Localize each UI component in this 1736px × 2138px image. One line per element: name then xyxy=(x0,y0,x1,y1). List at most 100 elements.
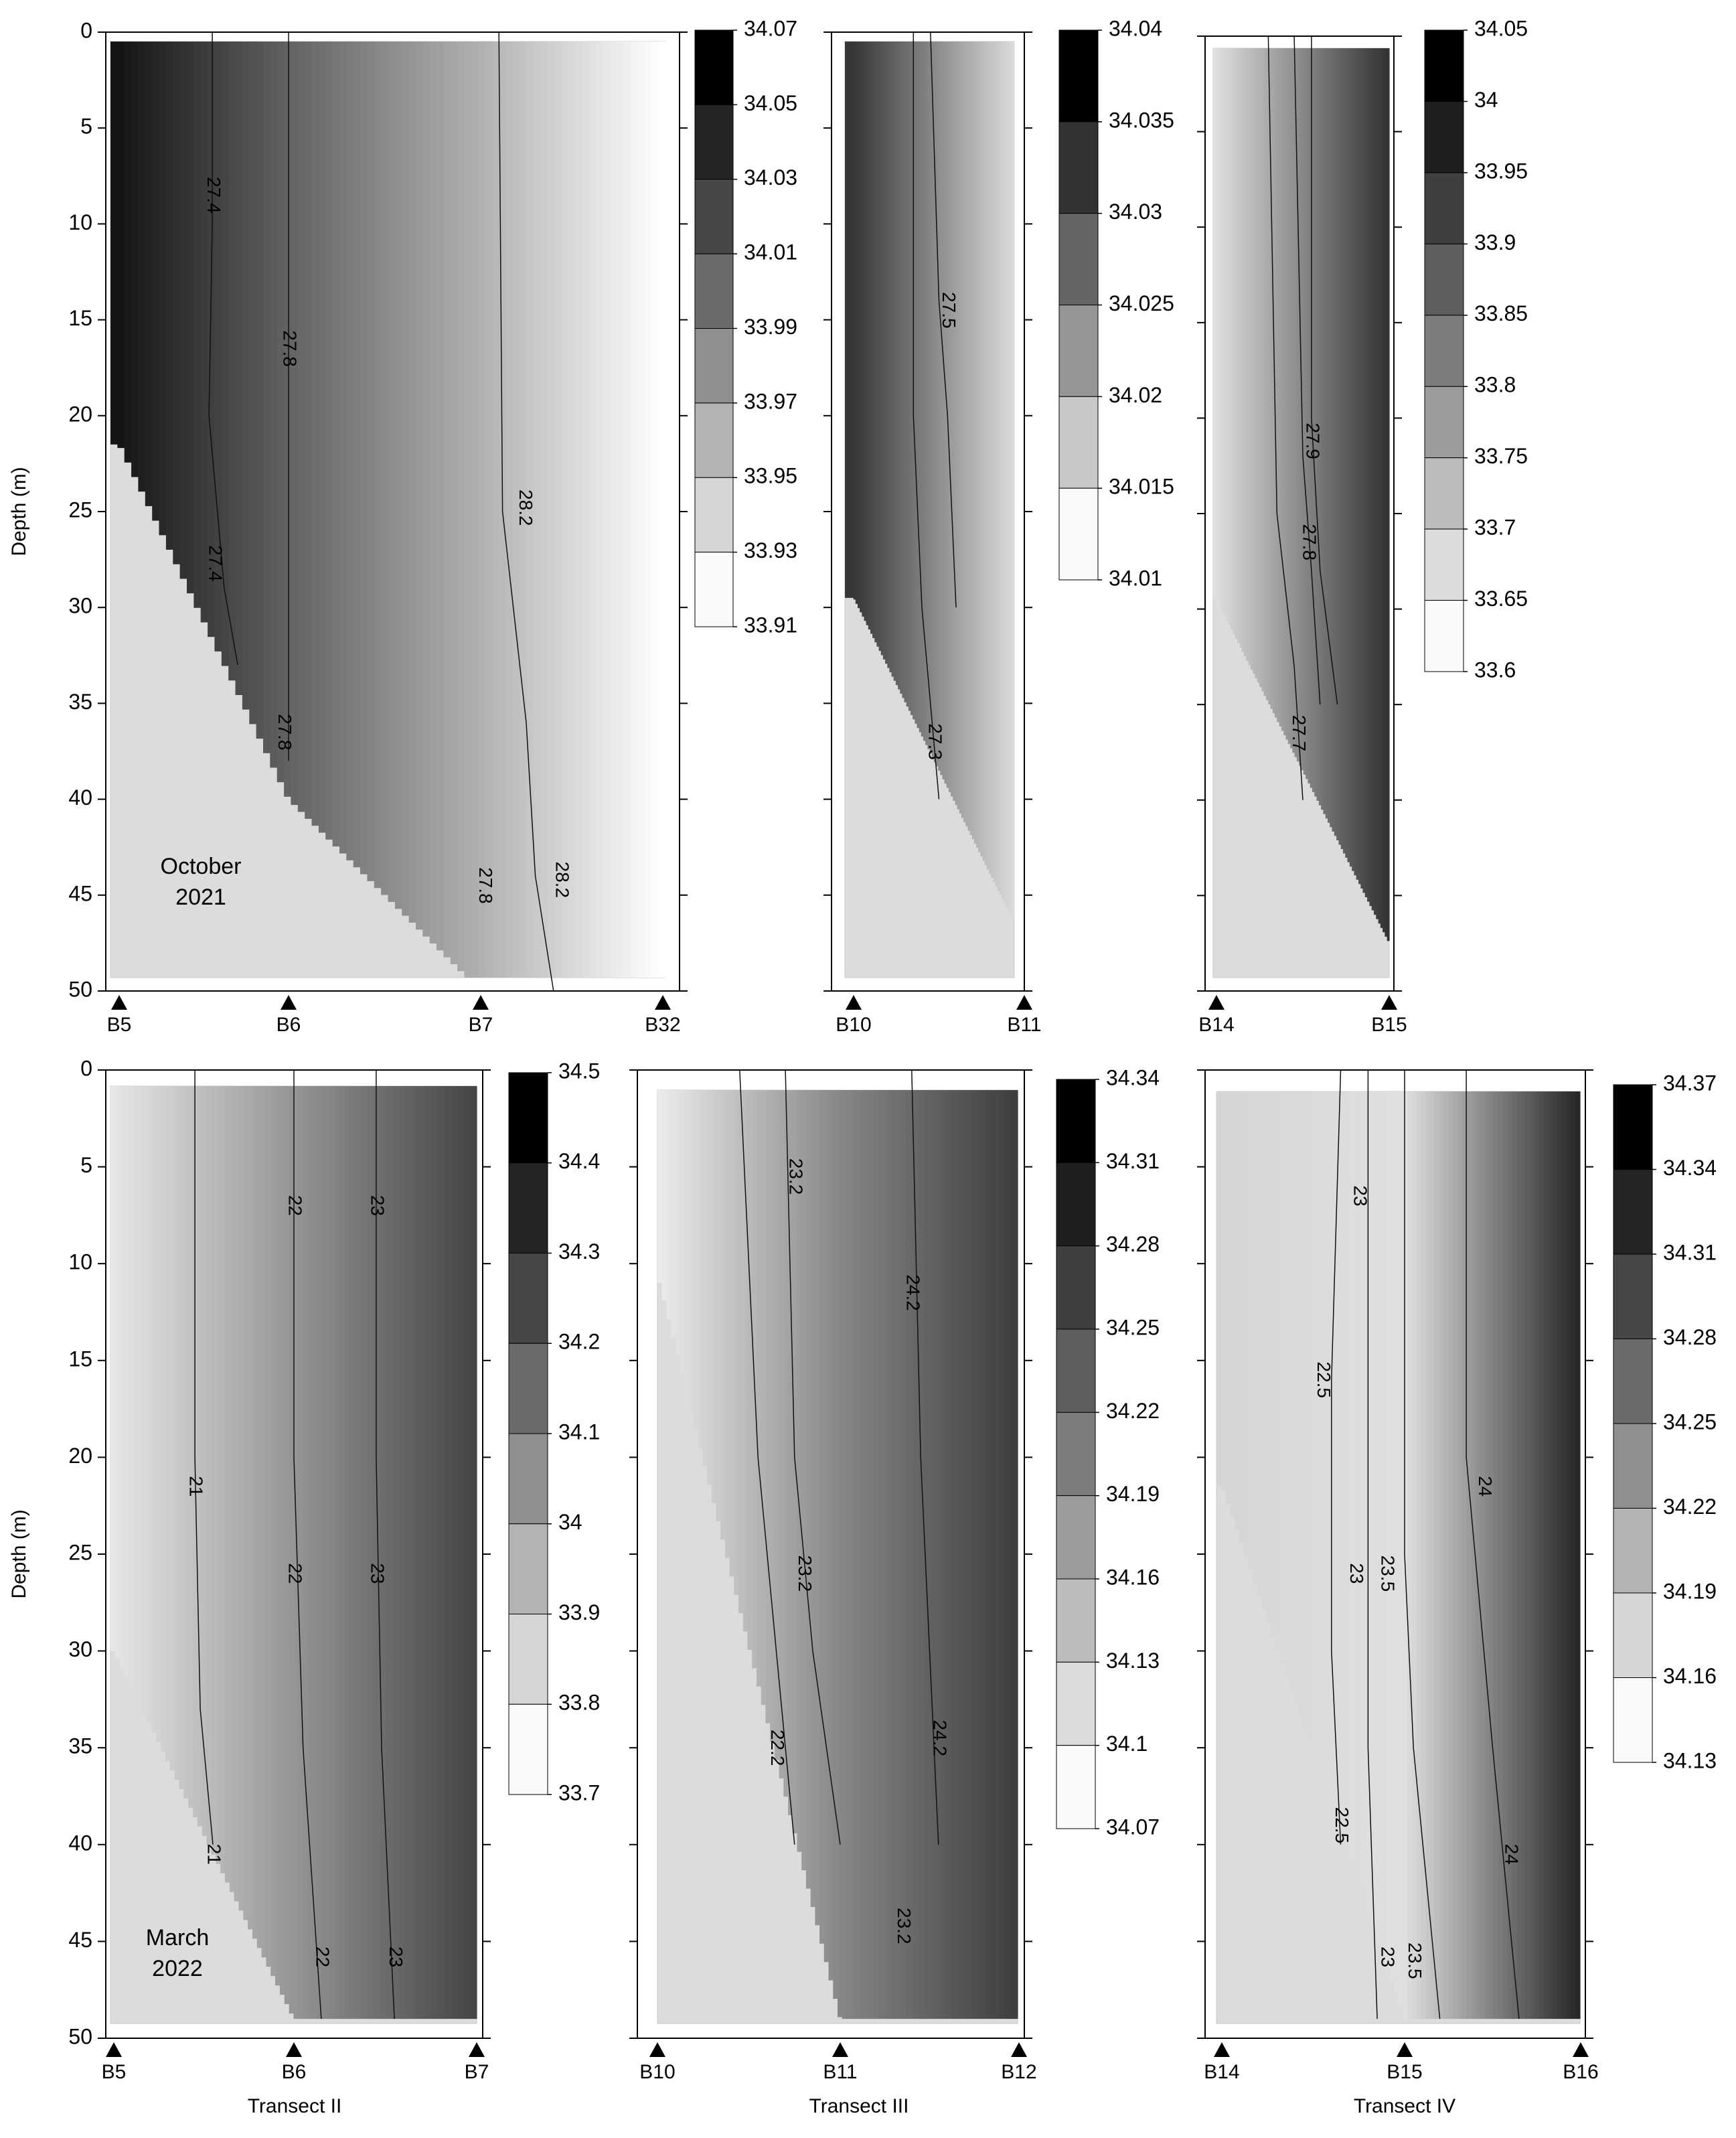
water-strip xyxy=(252,1086,258,1939)
colorbar: 34.3434.3134.2834.2534.2234.1934.1634.13… xyxy=(1056,1065,1160,1839)
water-strip xyxy=(1004,1090,1010,2019)
water-strip xyxy=(882,42,886,660)
water-strip xyxy=(904,42,907,702)
water-strip xyxy=(435,1086,441,2019)
water-strip xyxy=(925,42,928,745)
water-strip xyxy=(1006,42,1009,908)
isoline xyxy=(785,1069,841,1845)
water-strip xyxy=(1280,1091,1285,1663)
water-strip xyxy=(188,1086,193,1808)
water-strip xyxy=(1296,48,1299,762)
water-strip xyxy=(1294,48,1297,757)
colorbar-label: 34.34 xyxy=(1663,1156,1717,1180)
water-strip xyxy=(972,1090,978,2019)
water-strip xyxy=(485,42,493,978)
isoline-label: 24.2 xyxy=(902,1274,923,1311)
water-strip xyxy=(858,42,860,609)
station-label: B15 xyxy=(1387,2061,1422,2083)
colorbar-band xyxy=(1613,1592,1653,1678)
water-strip xyxy=(995,1090,1000,2019)
colorbar-label: 34.025 xyxy=(1109,291,1174,315)
water-strip xyxy=(1362,48,1366,893)
water-strip xyxy=(1253,48,1256,674)
water-strip xyxy=(152,42,160,521)
colorbar-label: 34.34 xyxy=(1106,1065,1160,1089)
water-strip xyxy=(238,1086,244,1911)
water-strip xyxy=(929,42,933,754)
water-strip xyxy=(1307,1091,1313,1742)
station-marker xyxy=(1214,2042,1230,2057)
water-strip xyxy=(216,1086,221,1864)
water-strip xyxy=(1343,48,1346,854)
water-strip xyxy=(1494,1091,1499,2019)
water-strip xyxy=(1502,1091,1508,2019)
water-strip xyxy=(443,42,451,958)
water-strip xyxy=(1448,1091,1453,2019)
water-strip xyxy=(1385,1091,1390,1967)
water-strip xyxy=(1287,48,1291,745)
water-strip xyxy=(1289,1091,1294,1689)
panel-5: 23.2 24.2 23.2 24.2 22.2 23.2 B10 B11 B12 Transec… xyxy=(629,1065,1160,2117)
water-strip xyxy=(505,42,514,978)
colorbar-band xyxy=(1613,1677,1653,1763)
water-strip xyxy=(1398,1091,1403,2007)
water-strip xyxy=(1330,1091,1336,1809)
water-strip xyxy=(603,42,611,978)
isoline-label: 27.9 xyxy=(1303,423,1324,459)
water-strip xyxy=(965,42,969,827)
colorbar-band xyxy=(1056,1661,1096,1746)
colorbar-band xyxy=(1058,487,1099,581)
colorbar-label: 33.91 xyxy=(744,613,797,637)
water-strip xyxy=(339,1086,345,2019)
water-strip xyxy=(1380,48,1383,928)
isoline-label: 23 xyxy=(367,1195,388,1216)
water-strip xyxy=(838,1090,843,2017)
water-strip xyxy=(1566,1091,1571,2019)
colorbar-band xyxy=(694,328,734,404)
water-strip xyxy=(680,1090,685,1375)
isoline xyxy=(1293,35,1321,705)
water-strip xyxy=(1216,1091,1222,1486)
isoline-label: 27.8 xyxy=(475,867,496,904)
water-strip xyxy=(1000,1090,1005,2019)
water-strip xyxy=(658,42,666,978)
water-strip xyxy=(417,1086,422,2019)
water-strip xyxy=(847,42,850,598)
water-strip xyxy=(981,1090,987,2019)
water-strip xyxy=(738,1090,744,1614)
water-strip xyxy=(1298,1091,1304,1716)
station-marker xyxy=(846,995,862,1010)
isoline-label: 27.5 xyxy=(939,292,959,329)
y-tick-label: 40 xyxy=(68,785,92,810)
water-strip xyxy=(923,42,926,741)
water-strip xyxy=(842,1090,847,2019)
water-strip xyxy=(1222,48,1225,613)
water-strip xyxy=(1349,48,1352,867)
water-strip xyxy=(371,1086,377,2019)
colorbar-band xyxy=(694,29,734,105)
water-strip xyxy=(1548,1091,1553,2019)
water-strip xyxy=(845,42,848,598)
colorbar-band xyxy=(694,104,734,180)
water-strip xyxy=(984,42,988,865)
water-strip xyxy=(316,1086,322,2019)
water-strip xyxy=(1257,48,1260,683)
water-strip xyxy=(211,1086,216,1855)
water-strip xyxy=(1369,48,1372,907)
y-tick-label: 25 xyxy=(68,498,92,522)
colorbar-band xyxy=(1058,396,1099,489)
water-strip xyxy=(362,1086,368,2019)
water-strip xyxy=(1237,48,1241,643)
water-strip xyxy=(927,1090,933,2019)
water-strip xyxy=(277,42,285,783)
y-tick-label: 15 xyxy=(68,306,92,330)
water-strip xyxy=(989,42,992,874)
water-strip xyxy=(450,42,458,964)
water-strip xyxy=(891,1090,896,2019)
water-strip xyxy=(716,1090,721,1521)
water-strip xyxy=(169,1086,175,1770)
isoline xyxy=(194,1070,214,1845)
water-strip xyxy=(1354,48,1357,876)
colorbar-label: 34.25 xyxy=(1106,1315,1160,1339)
water-strip xyxy=(437,42,444,951)
